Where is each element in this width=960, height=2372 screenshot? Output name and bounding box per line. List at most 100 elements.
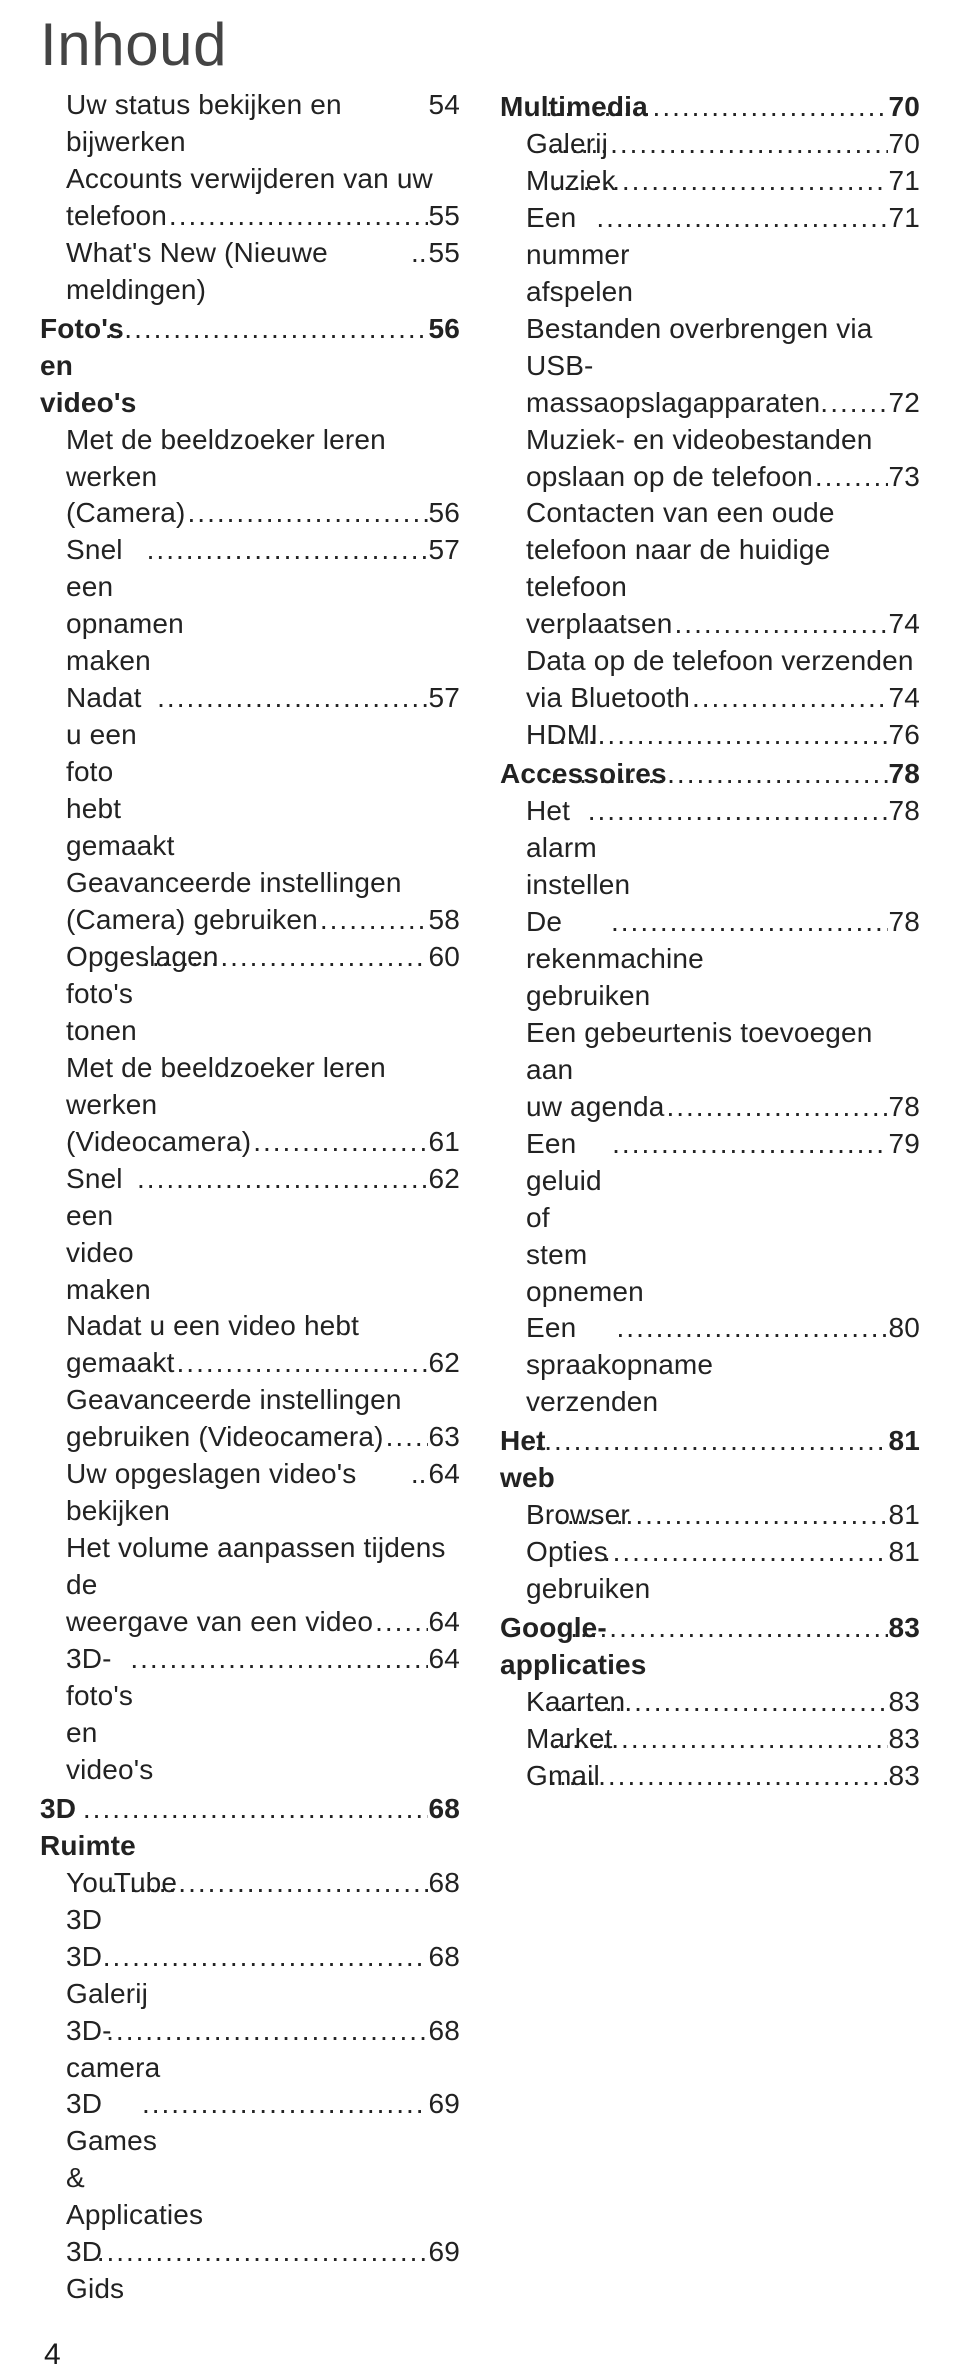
toc-entry-label: Accessoires — [500, 756, 548, 793]
toc-entry-label: Nadat u een foto hebt gemaakt — [66, 680, 155, 865]
toc-entry-page: 74 — [888, 606, 920, 643]
toc-leader: .. — [407, 235, 428, 272]
toc-entry-label: Browser — [526, 1497, 555, 1534]
toc-entry-label: gemaakt — [66, 1345, 175, 1382]
toc-leader: ........................................… — [140, 2086, 428, 2123]
toc-section: Het web.................................… — [500, 1423, 920, 1497]
toc-entry: 3D Gids.................................… — [40, 2234, 460, 2308]
toc-entry: Snel een video maken....................… — [40, 1161, 460, 1309]
toc-entry: Kaarten.................................… — [500, 1684, 920, 1721]
toc-entry-page: 64 — [428, 1604, 460, 1641]
toc-entry-page: 69 — [428, 2234, 460, 2271]
toc-entry-page: 83 — [888, 1684, 920, 1721]
toc-leader: ........................................… — [586, 793, 888, 830]
toc-entry-label: (Camera) — [66, 495, 186, 532]
toc-entry-page: 81 — [888, 1423, 920, 1460]
toc-entry: Geavanceerde instellingengebruiken (Vide… — [40, 1382, 460, 1456]
toc-entry-label: What's New (Nieuwe meldingen) — [66, 235, 407, 309]
toc-entry-page: 63 — [428, 1419, 460, 1456]
toc-entry: Met de beeldzoeker leren werken(Videocam… — [40, 1050, 460, 1161]
toc-section: 3D Ruimte...............................… — [40, 1791, 460, 1865]
toc-leader: ........................................… — [103, 311, 428, 348]
toc-leader: ........................................… — [135, 1161, 428, 1198]
toc-entry: Een gebeurtenis toevoegen aanuw agenda..… — [500, 1015, 920, 1126]
toc-entry-label: 3D Galerij — [66, 1939, 101, 2013]
toc-leader: ........................................… — [555, 1497, 888, 1534]
toc-entry-page: 73 — [888, 459, 920, 496]
toc-entry-label: Muziek — [526, 163, 551, 200]
toc-leader: ........................................… — [167, 198, 428, 235]
toc-leader: ........................................… — [140, 939, 428, 976]
toc-entry-page: 54 — [428, 87, 460, 124]
toc-entry-label: Multimedia — [500, 89, 543, 126]
toc-entry: Het alarm instellen.....................… — [500, 793, 920, 904]
toc-entry: 3D-foto's en video's....................… — [40, 1641, 460, 1789]
toc-entry: HDMI....................................… — [500, 717, 920, 754]
toc-entry-label: Snel een opnamen maken — [66, 532, 145, 680]
toc-entry-page: 62 — [428, 1161, 460, 1198]
toc-entry-label-line: telefoon naar de huidige telefoon — [526, 532, 920, 606]
toc-entry: 3D Galerij..............................… — [40, 1939, 460, 2013]
toc-leader: ........................................… — [673, 606, 888, 643]
toc-leader: ........................................… — [549, 126, 888, 163]
toc-right-column: Multimedia..............................… — [500, 87, 920, 2308]
toc-entry-label: opslaan op de telefoon — [526, 459, 813, 496]
toc-entry-page: 70 — [888, 126, 920, 163]
toc-entry-page: 68 — [428, 2013, 460, 2050]
toc-entry-label: 3D Gids — [66, 2234, 95, 2308]
toc-leader: ........................................… — [101, 1939, 428, 1976]
toc-entry: Galerij.................................… — [500, 126, 920, 163]
toc-entry-page: 79 — [888, 1126, 920, 1163]
toc-entry-label: Opties gebruiken — [526, 1534, 581, 1608]
toc-entry-label: Een nummer afspelen — [526, 200, 594, 311]
toc-entry-label: Uw opgeslagen video's bekijken — [66, 1456, 407, 1530]
toc-entry-page: 76 — [888, 717, 920, 754]
toc-entry-page: 74 — [888, 680, 920, 717]
toc-entry-page: 78 — [888, 793, 920, 830]
toc-entry-page: 72 — [888, 385, 920, 422]
toc-leader: ........................................… — [373, 1604, 428, 1641]
toc-leader: ........................................… — [251, 1124, 428, 1161]
toc-entry-page: 64 — [428, 1456, 460, 1493]
toc-entry: What's New (Nieuwe meldingen)..55 — [40, 235, 460, 309]
toc-entry: Browser.................................… — [500, 1497, 920, 1534]
toc-entry-page: 81 — [888, 1534, 920, 1571]
toc-entry-page: 62 — [428, 1345, 460, 1382]
toc-entry-label: weergave van een video — [66, 1604, 373, 1641]
toc-entry-page: 68 — [428, 1865, 460, 1902]
toc-entry: Muziek- en videobestandenopslaan op de t… — [500, 422, 920, 496]
toc-entry-label-line: Met de beeldzoeker leren werken — [66, 1050, 460, 1124]
toc-entry-page: 81 — [888, 1497, 920, 1534]
toc-entry-label: gebruiken (Videocamera) — [66, 1419, 384, 1456]
page-number: 4 — [40, 2338, 920, 2372]
toc-entry-label: Het web — [500, 1423, 533, 1497]
toc-entry-page: 80 — [888, 1310, 920, 1347]
toc-entry-label: Uw status bekijken en bijwerken — [66, 87, 420, 161]
toc-entry: Een nummer afspelen.....................… — [500, 200, 920, 311]
toc-entry-page: 71 — [888, 200, 920, 237]
toc-leader: ........................................… — [828, 385, 888, 422]
toc-entry-label: Foto's en video's — [40, 311, 103, 422]
toc-entry-page: 68 — [428, 1939, 460, 1976]
toc-entry-label: verplaatsen — [526, 606, 673, 643]
toc-leader: ........................................… — [551, 163, 888, 200]
toc-leader: ........................................… — [145, 532, 428, 569]
toc-entry: 3D-camera...............................… — [40, 2013, 460, 2087]
toc-entry-page: 55 — [428, 198, 460, 235]
toc-leader: ........................................… — [108, 1865, 428, 1902]
toc-entry: Market..................................… — [500, 1721, 920, 1758]
toc-leader: ........................................… — [609, 904, 888, 941]
toc-entry-label-line: Met de beeldzoeker leren werken — [66, 422, 460, 496]
toc-entry-label-line: Bestanden overbrengen via USB- — [526, 311, 920, 385]
toc-entry: Data op de telefoon verzendenvia Bluetoo… — [500, 643, 920, 717]
toc-leader: ........................................… — [318, 902, 428, 939]
toc-leader: ........................................… — [155, 680, 428, 717]
toc-entry: De rekenmachine gebruiken...............… — [500, 904, 920, 1015]
toc-leader: ........................................… — [128, 1641, 428, 1678]
toc-entry-page: 61 — [428, 1124, 460, 1161]
toc-entry-label: (Videocamera) — [66, 1124, 251, 1161]
toc-entry-page: 68 — [428, 1791, 460, 1828]
toc-entry-page: 71 — [888, 163, 920, 200]
toc-entry-label-line: Geavanceerde instellingen — [66, 1382, 460, 1419]
toc-entry: Opties gebruiken........................… — [500, 1534, 920, 1608]
